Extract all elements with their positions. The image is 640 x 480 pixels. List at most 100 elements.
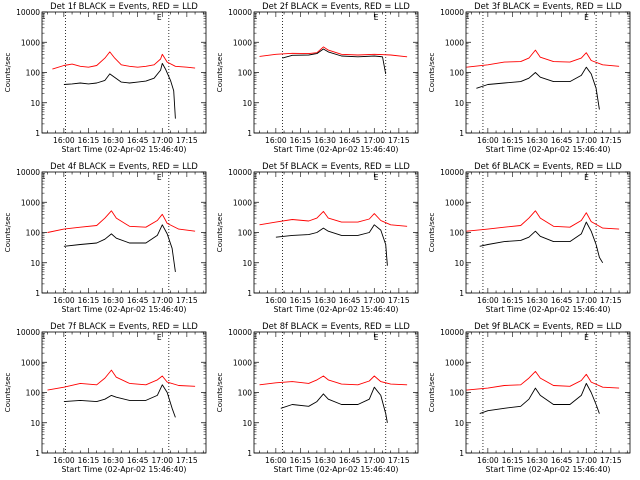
- x-tick-label: 16:00: [265, 296, 287, 305]
- x-tick-label: 16:15: [290, 296, 312, 305]
- y-axis-label: Counts/sec: [215, 53, 224, 93]
- series-red-lld-line: [47, 369, 196, 391]
- y-tick-label: 100: [26, 229, 41, 238]
- chart-title: Det 5f BLACK = Events, RED = LLD: [262, 161, 410, 171]
- series-black-events-line: [479, 221, 604, 264]
- plot-frame: [41, 331, 207, 454]
- x-tick-label: 16:45: [127, 136, 149, 145]
- series-red-lld-line: [466, 370, 620, 391]
- x-tick-label: 17:00: [151, 296, 173, 305]
- chart-title: Det 8f BLACK = Events, RED = LLD: [262, 321, 410, 331]
- y-tick-label: 1000: [233, 358, 252, 367]
- x-tick-label: 16:15: [290, 456, 312, 465]
- chart-title: Det 4f BLACK = Events, RED = LLD: [50, 161, 198, 171]
- y-tick-label: 10000: [16, 328, 40, 337]
- x-axis-label: Start Time (02-Apr-02 15:46:40): [274, 465, 399, 474]
- x-tick-label: 17:00: [151, 136, 173, 145]
- y-tick-label: 1: [459, 449, 464, 458]
- series-black-events-line: [280, 386, 388, 423]
- y-tick-label: 100: [26, 389, 41, 398]
- y-tick-label: 1000: [21, 38, 40, 47]
- x-axis-label: Start Time (02-Apr-02 15:46:40): [62, 145, 187, 154]
- series-red-lld-line: [47, 210, 196, 233]
- corner-marker: [: [255, 172, 258, 180]
- chart-panel: Det 6f BLACK = Events, RED = LLD 1 10 100 10…: [427, 161, 631, 314]
- y-tick-label: 10000: [440, 328, 464, 337]
- y-tick-label: 10: [30, 419, 40, 428]
- y-tick-label: 1: [35, 129, 40, 138]
- y-tick-label: 10000: [16, 168, 40, 177]
- y-axis-label: Counts/sec: [427, 53, 436, 93]
- x-axis-label: Start Time (02-Apr-02 15:46:40): [62, 305, 187, 314]
- y-axis-label: Counts/sec: [3, 53, 12, 93]
- x-axis-label: Start Time (02-Apr-02 15:46:40): [486, 305, 611, 314]
- series-red-lld-line: [52, 51, 196, 70]
- x-tick-label: 16:45: [339, 456, 361, 465]
- series-red-lld-line: [259, 46, 408, 58]
- y-axis-label: Counts/sec: [427, 213, 436, 253]
- plot-frame: [41, 171, 207, 294]
- y-tick-label: 10000: [440, 8, 464, 17]
- corner-marker: [: [467, 332, 470, 340]
- y-tick-label: 100: [26, 69, 41, 78]
- x-tick-label: 16:00: [477, 296, 499, 305]
- x-tick-label: 17:15: [176, 456, 198, 465]
- plot-frame: [253, 11, 419, 134]
- y-tick-label: 1000: [233, 198, 252, 207]
- y-tick-label: 10000: [228, 328, 252, 337]
- x-tick-label: 17:15: [600, 296, 622, 305]
- y-axis-label: Counts/sec: [3, 213, 12, 253]
- x-tick-label: 16:45: [339, 136, 361, 145]
- corner-marker: E: [584, 13, 589, 22]
- y-tick-label: 10000: [228, 8, 252, 17]
- chart-panel: Det 1f BLACK = Events, RED = LLD 1 10 100 10…: [3, 1, 207, 154]
- corner-marker: E: [157, 333, 162, 342]
- corner-marker: E: [374, 333, 379, 342]
- chart-panel: Det 5f BLACK = Events, RED = LLD 1 10 100 10…: [215, 161, 419, 314]
- corner-marker: [: [467, 172, 470, 180]
- x-tick-label: 17:15: [176, 296, 198, 305]
- x-tick-label: 16:15: [78, 456, 100, 465]
- x-tick-label: 17:00: [363, 456, 385, 465]
- x-tick-label: 16:15: [78, 296, 100, 305]
- corner-marker: E: [374, 13, 379, 22]
- plot-frame: [465, 171, 631, 294]
- x-tick-label: 16:00: [265, 136, 287, 145]
- y-tick-label: 1: [459, 129, 464, 138]
- chart-panel: Det 3f BLACK = Events, RED = LLD 1 10 100 10…: [427, 1, 631, 154]
- x-tick-label: 16:30: [102, 456, 124, 465]
- corner-marker: E: [584, 333, 589, 342]
- x-tick-label: 16:30: [102, 136, 124, 145]
- series-red-lld-line: [466, 49, 620, 68]
- x-tick-label: 16:15: [502, 456, 524, 465]
- corner-marker: E: [374, 173, 379, 182]
- x-axis-label: Start Time (02-Apr-02 15:46:40): [274, 305, 399, 314]
- chart-panel: Det 7f BLACK = Events, RED = LLD 1 10 100 10…: [3, 321, 207, 474]
- corner-marker: E: [157, 173, 162, 182]
- x-tick-label: 17:15: [388, 456, 410, 465]
- x-tick-label: 17:15: [388, 136, 410, 145]
- series-black-events-line: [275, 224, 388, 266]
- series-red-lld-line: [259, 375, 408, 386]
- chart-title: Det 2f BLACK = Events, RED = LLD: [262, 1, 410, 11]
- x-tick-label: 16:00: [53, 456, 75, 465]
- x-tick-label: 16:45: [551, 136, 573, 145]
- plot-frame: [465, 331, 631, 454]
- x-tick-label: 16:00: [477, 456, 499, 465]
- corner-marker: [: [255, 12, 258, 20]
- x-tick-label: 16:45: [551, 456, 573, 465]
- x-tick-label: 16:00: [265, 456, 287, 465]
- series-black-events-line: [479, 382, 600, 415]
- corner-marker: [: [255, 332, 258, 340]
- chart-title: Det 9f BLACK = Events, RED = LLD: [474, 321, 622, 331]
- x-tick-label: 17:00: [575, 296, 597, 305]
- corner-marker: [: [43, 332, 46, 340]
- x-tick-label: 16:45: [339, 296, 361, 305]
- x-tick-label: 16:45: [127, 296, 149, 305]
- chart-panel: Det 9f BLACK = Events, RED = LLD 1 10 100 10…: [427, 321, 631, 474]
- y-tick-label: 1: [247, 449, 252, 458]
- x-tick-label: 16:15: [290, 136, 312, 145]
- x-tick-label: 17:00: [363, 136, 385, 145]
- x-tick-label: 17:15: [600, 456, 622, 465]
- y-tick-label: 100: [238, 69, 253, 78]
